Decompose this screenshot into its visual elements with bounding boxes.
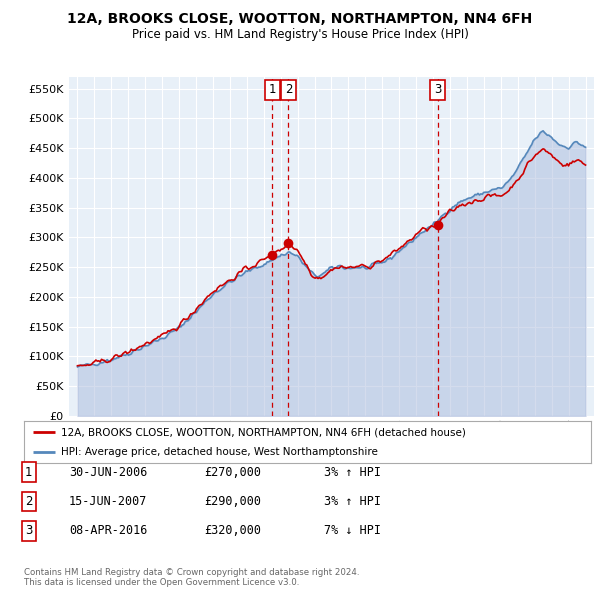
Text: 12A, BROOKS CLOSE, WOOTTON, NORTHAMPTON, NN4 6FH: 12A, BROOKS CLOSE, WOOTTON, NORTHAMPTON,… — [67, 12, 533, 26]
Text: 2: 2 — [285, 84, 292, 97]
Text: 30-JUN-2006: 30-JUN-2006 — [69, 466, 148, 478]
Text: 12A, BROOKS CLOSE, WOOTTON, NORTHAMPTON, NN4 6FH (detached house): 12A, BROOKS CLOSE, WOOTTON, NORTHAMPTON,… — [61, 427, 466, 437]
Text: £270,000: £270,000 — [204, 466, 261, 478]
Text: Price paid vs. HM Land Registry's House Price Index (HPI): Price paid vs. HM Land Registry's House … — [131, 28, 469, 41]
Text: 1: 1 — [268, 84, 276, 97]
Text: 1: 1 — [25, 466, 32, 478]
Text: 08-APR-2016: 08-APR-2016 — [69, 525, 148, 537]
Text: Contains HM Land Registry data © Crown copyright and database right 2024.
This d: Contains HM Land Registry data © Crown c… — [24, 568, 359, 587]
Text: £290,000: £290,000 — [204, 495, 261, 508]
Text: £320,000: £320,000 — [204, 525, 261, 537]
Text: 3% ↑ HPI: 3% ↑ HPI — [324, 495, 381, 508]
Text: 3% ↑ HPI: 3% ↑ HPI — [324, 466, 381, 478]
Text: 15-JUN-2007: 15-JUN-2007 — [69, 495, 148, 508]
Text: 2: 2 — [25, 495, 32, 508]
Text: 7% ↓ HPI: 7% ↓ HPI — [324, 525, 381, 537]
Text: 3: 3 — [25, 525, 32, 537]
Text: 3: 3 — [434, 84, 442, 97]
Text: HPI: Average price, detached house, West Northamptonshire: HPI: Average price, detached house, West… — [61, 447, 378, 457]
